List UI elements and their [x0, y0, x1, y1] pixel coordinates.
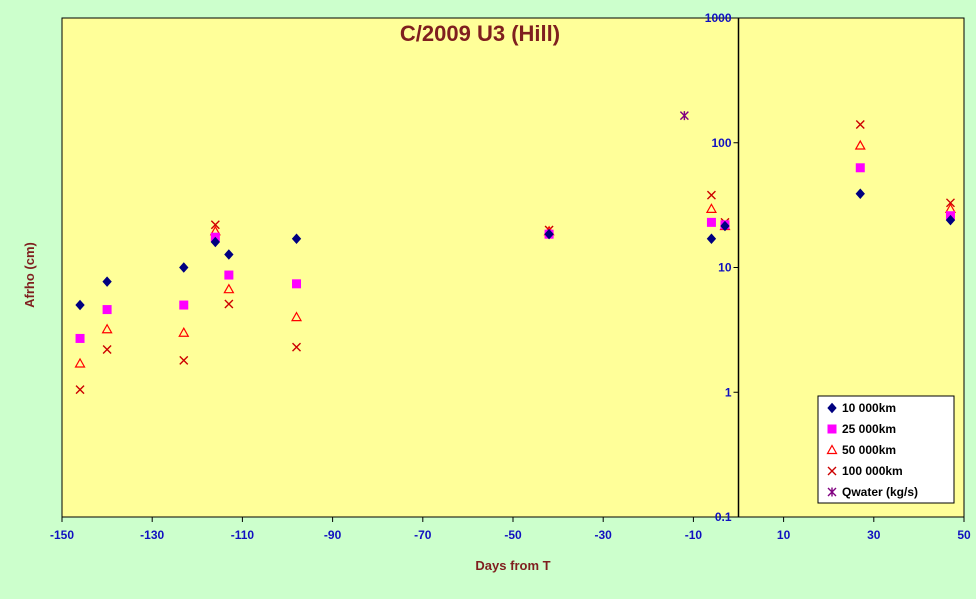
chart-title: C/2009 U3 (Hill) [400, 21, 560, 46]
x-tick-label: -70 [414, 528, 432, 542]
data-point [224, 249, 234, 260]
y-tick-label: 1 [725, 385, 732, 399]
x-tick-label: 50 [957, 528, 971, 542]
data-point [179, 300, 189, 310]
data-point [544, 228, 554, 240]
y-tick-label: 0.1 [715, 510, 732, 524]
data-point [102, 276, 112, 287]
data-point [706, 233, 717, 245]
data-point [706, 217, 716, 227]
data-point [291, 233, 302, 245]
data-point [102, 345, 112, 355]
legend-marker [827, 487, 837, 497]
x-axis-label: Days from T [475, 558, 550, 573]
legend-box [817, 395, 955, 504]
data-point [224, 299, 234, 309]
x-tick-label: -50 [504, 528, 522, 542]
data-point [706, 190, 716, 200]
x-tick-label: 10 [777, 528, 791, 542]
y-tick-label: 1000 [705, 11, 732, 25]
y-axis-label: Afrho (cm) [22, 242, 37, 308]
x-tick-label: -150 [50, 528, 74, 542]
data-point [290, 311, 303, 322]
data-point [854, 139, 866, 150]
x-tick-label: 30 [867, 528, 881, 542]
data-point [179, 262, 189, 273]
data-point [855, 163, 865, 173]
legend-marker [827, 466, 837, 476]
legend: 10 000km 25 000km 50 000km 100 000km Qwater … [817, 395, 955, 504]
legend-label: 100 000km [842, 464, 903, 478]
data-point [75, 333, 85, 343]
data-point [210, 220, 220, 230]
data-point [705, 203, 717, 213]
data-points [74, 111, 956, 395]
data-point [292, 279, 302, 289]
data-point [75, 385, 85, 395]
data-point [945, 214, 956, 226]
data-point [74, 357, 86, 368]
y-axis: 0.1 1 10 100 1000 [705, 11, 740, 524]
data-point [102, 305, 112, 315]
data-point [945, 198, 955, 208]
legend-label: 10 000km [842, 401, 896, 415]
legend-marker [826, 444, 838, 455]
legend-label: Qwater (kg/s) [842, 485, 918, 499]
data-point [179, 355, 189, 365]
data-point [223, 283, 235, 294]
data-point [855, 120, 865, 130]
data-point [75, 299, 85, 311]
data-point [855, 188, 865, 200]
x-axis-ticks: -150 -130 -110 -90 -70 -50 -30 -10 10 30 50 [50, 517, 971, 542]
legend-marker [827, 402, 837, 414]
y-tick-label: 100 [711, 136, 731, 150]
data-point [101, 323, 113, 334]
data-point [679, 111, 689, 121]
plot-area [61, 17, 965, 518]
x-tick-label: -90 [324, 528, 342, 542]
legend-label: 25 000km [842, 422, 896, 436]
data-point [720, 220, 730, 232]
data-point [178, 327, 190, 337]
x-tick-label: -130 [140, 528, 164, 542]
data-point [224, 270, 234, 280]
data-point [292, 342, 302, 352]
y-tick-label: 10 [718, 261, 732, 275]
legend-marker [827, 424, 837, 434]
data-point [210, 236, 221, 248]
x-tick-label: -30 [595, 528, 613, 542]
x-tick-label: -10 [685, 528, 703, 542]
legend-label: 50 000km [842, 443, 896, 457]
x-tick-label: -110 [231, 528, 255, 542]
